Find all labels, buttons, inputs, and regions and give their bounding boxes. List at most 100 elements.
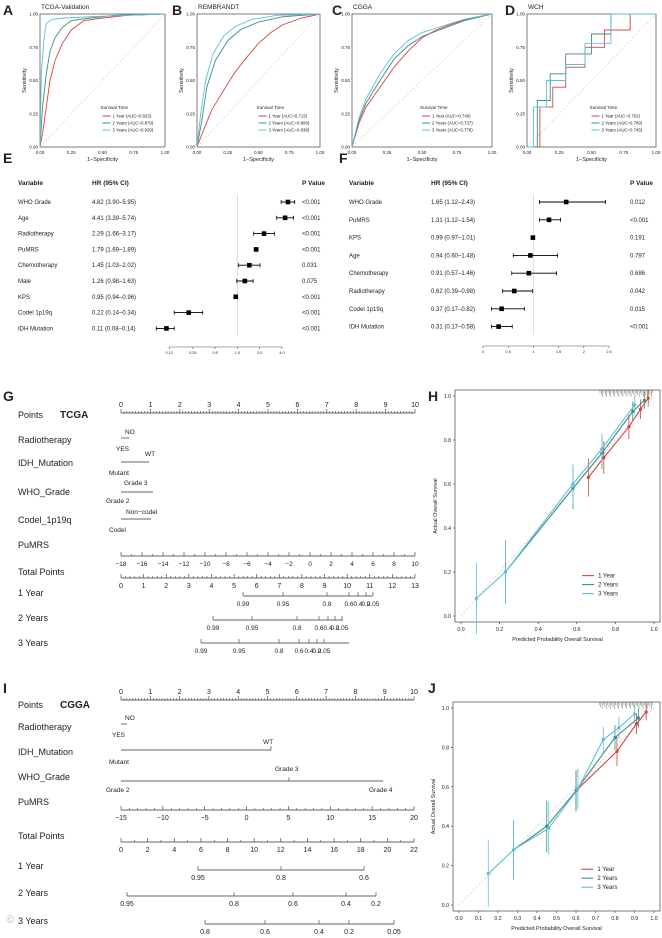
calib-point-H <box>586 475 590 479</box>
calib-ytick-label-J: 0.0 <box>442 903 449 909</box>
nomo-I-points-label: Points <box>18 700 44 710</box>
nomo-G-codel-non: Non−codel <box>126 509 158 516</box>
roc-ytick-B: 1.00 <box>186 12 195 17</box>
nomo-I-points-label: 0 <box>119 689 123 696</box>
forest-variable-E: Male <box>18 279 32 285</box>
nomo-G-points-label: 4 <box>237 402 241 409</box>
nomo-G-points-label: 9 <box>384 402 388 409</box>
roc-legend-entry-B: 2 Years (AUC=0.808) <box>269 121 310 126</box>
forest-variable-F: Age <box>349 253 360 259</box>
calib-ideal-line-H <box>460 395 655 617</box>
nomo-I-total-label: 10 <box>250 847 258 854</box>
calib-ytick-label-J: 1.0 <box>442 706 449 712</box>
roc-ytick-D: 0.25 <box>516 111 525 116</box>
roc-curve-B-3 <box>196 13 321 148</box>
roc-xtick-B: 1.00 <box>316 150 325 155</box>
roc-xtick-D: 0.25 <box>555 150 564 155</box>
nomo-I-points-label: 9 <box>383 689 387 696</box>
forest-hr-text-E: 1.26 (0.98–1.63) <box>92 279 136 285</box>
roc-xtick-C: 1.00 <box>488 150 497 155</box>
nomo-I-points-label: 5 <box>266 689 270 696</box>
roc-diagonal-D <box>526 13 657 148</box>
roc-xtick-A: 1.00 <box>161 150 170 155</box>
nomo-G-rt-yes: YES <box>116 446 130 453</box>
forest-hr-text-F: 1.31 (1.12–1.54) <box>431 218 475 224</box>
roc-ytick-D: 0.00 <box>516 145 525 150</box>
calib-point-H <box>503 570 507 574</box>
calib-point-H <box>631 409 635 413</box>
nomo-G-points-label: 5 <box>266 402 270 409</box>
nomo-I-rt-no: NO <box>125 715 135 722</box>
forest-axis-label-E: 4.0 <box>279 351 284 355</box>
forest-axis-label-E: 0.25 <box>189 351 196 355</box>
forest-hr-text-E: 0.11 (0.08–0.14) <box>92 326 136 332</box>
nomo-I-pumrs-label: 10 <box>326 815 334 822</box>
forest-axis-label-E: 0.12 <box>166 351 173 355</box>
calib-xlabel-H: Predicted Probability Overall Survival <box>512 637 602 643</box>
nomo-I-points-label: 3 <box>207 689 211 696</box>
nomo-G-pumrs-label: 8 <box>392 561 396 568</box>
nomo-G-total-label: 12 <box>388 583 396 590</box>
roc-frame-D <box>526 13 657 148</box>
forest-variable-F: KPS <box>349 236 361 242</box>
nomo-G-who-g2: Grade 2 <box>106 498 130 505</box>
roc-legend-entry-C: 1 Year (AUC=0.740) <box>432 114 471 119</box>
nomo-I-total-label: 20 <box>383 847 391 854</box>
forest-pvalue-E: 0.031 <box>302 263 318 269</box>
nomo-G-points-label: 8 <box>354 402 358 409</box>
calib-xtick-label-J: 0.1 <box>475 916 482 922</box>
calib-ytick-label-H: 0.2 <box>444 570 451 576</box>
calib-point-H <box>642 398 646 402</box>
roc-curve-B-1 <box>196 13 321 148</box>
nomo-G-total-label: 13 <box>411 583 419 590</box>
nomo-I-points-label: 10 <box>410 689 418 696</box>
roc-legend-entry-C: 2 Years (AUC=0.737) <box>432 121 473 126</box>
forest-pvalue-F: <0.001 <box>630 218 649 224</box>
roc-xtick-D: 1.00 <box>652 150 661 155</box>
forest-point-E <box>261 231 267 236</box>
roc-legend-entry-D: 3 Years (AUC=0.745) <box>602 128 643 133</box>
nomo-I-who-label: WHO_Grade <box>18 772 70 782</box>
nomo-G-y2-label: 0.4 <box>323 625 332 632</box>
forest-variable-F: WHO Grade <box>349 200 383 206</box>
nomo-G-y3-label: 0.99 <box>195 648 208 655</box>
nomo-I-points-label: 6 <box>295 689 299 696</box>
forest-axis-label-F: 2 <box>583 350 585 354</box>
forest-variable-E: KPS <box>18 295 30 301</box>
calib-xtick-label-J: 1.0 <box>650 916 657 922</box>
nomo-G-y2-label: 0.6 <box>314 625 323 632</box>
nomo-G-total-label: 1 <box>142 583 146 590</box>
forest-variable-F: Radiotherapy <box>349 289 385 295</box>
forest-hr-text-F: 1.65 (1.12–2.43) <box>431 200 475 206</box>
nomo-I-rt-yes: YES <box>112 732 126 739</box>
nomo-I-pumrs-label: 0 <box>245 815 249 822</box>
nomo-G-pumrs-label: 6 <box>371 561 375 568</box>
calib-xtick-label-H: 0.8 <box>612 627 619 633</box>
nomo-I-total-label: 8 <box>226 847 230 854</box>
forest-point-F <box>528 253 533 258</box>
nomo-G-total-label: 6 <box>255 583 259 590</box>
calib-xtick-label-H: 0.4 <box>535 627 542 633</box>
forest-pvalue-E: <0.001 <box>302 232 321 238</box>
calib-point-J <box>613 735 617 740</box>
forest-hr-text-F: 0.37 (0.17–0.82) <box>431 307 475 313</box>
roc-curve-D-3 <box>527 13 656 148</box>
forest-variable-E: Radiotherapy <box>18 232 54 238</box>
roc-title-A: TCGA-Validation <box>41 4 90 11</box>
calib-curve-H-3 <box>476 404 636 599</box>
forest-point-F <box>496 324 501 329</box>
calib-ytick-label-H: 0.4 <box>444 526 451 532</box>
forest-hr-text-F: 0.62 (0.39–0.98) <box>431 289 475 295</box>
calib-point-J <box>615 749 619 753</box>
nomo-G-pumrs-label: −14 <box>157 561 168 568</box>
forest-axis-label-F: 0 <box>482 350 484 354</box>
calib-ytick-label-H: 0.8 <box>444 438 451 444</box>
roc-xlabel-A: 1−Specificity <box>87 157 118 163</box>
calib-point-J <box>511 848 516 852</box>
nomo-I-cohort: CGGA <box>60 700 90 711</box>
calib-ytick-label-J: 0.8 <box>442 745 449 751</box>
roc-ytick-A: 0.25 <box>29 111 38 116</box>
nomo-I-total-label: 0 <box>119 847 123 854</box>
roc-legend-entry-A: 3 Years (AUC=0.939) <box>113 128 154 133</box>
forest-point-E <box>186 310 192 315</box>
